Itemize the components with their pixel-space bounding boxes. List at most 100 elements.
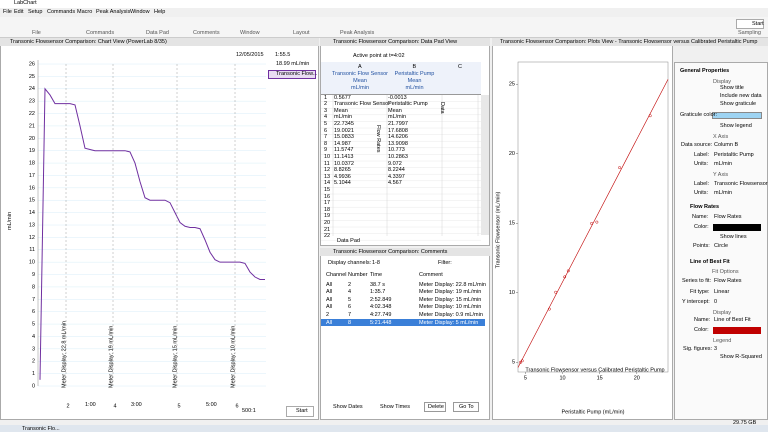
cell: All — [326, 289, 333, 296]
property: Flow Rates — [714, 278, 742, 284]
section-title: General Properties — [680, 68, 730, 74]
point — [648, 114, 652, 118]
app-title: LabChart — [14, 0, 37, 6]
comment-number: 6 — [235, 403, 238, 409]
row-number: 7 — [324, 134, 328, 141]
date: 12/05/2015 — [236, 52, 264, 58]
panel-header — [492, 38, 768, 46]
row-number: 21 — [324, 226, 331, 233]
property: Data source: — [681, 142, 713, 148]
property: mL/min — [714, 161, 733, 167]
row-number: 12 — [324, 167, 331, 174]
y-tick-label: 15 — [29, 198, 35, 204]
cell: 0.5677 — [334, 94, 351, 101]
point — [595, 220, 599, 224]
group-label: Y Axis — [713, 172, 729, 178]
panel-title: Transonic Flowsensor Comparison: Chart V… — [10, 39, 167, 45]
y-tick-label: 18 — [29, 161, 35, 167]
y-tick-label: 10 — [29, 260, 35, 266]
cell: 22.7345 — [334, 120, 354, 127]
property: Points: — [693, 243, 710, 249]
button-label: Go To — [459, 404, 474, 410]
y-tick-label: 13 — [29, 222, 35, 228]
cell: 4:02.348 — [370, 304, 392, 311]
property: Sig. figures: — [683, 346, 713, 352]
cell: 2 — [326, 311, 330, 318]
start-button[interactable] — [286, 406, 314, 417]
y-tick-label: 26 — [29, 61, 35, 67]
start-label: Start — [296, 408, 308, 414]
x-tick-label: 15 — [597, 375, 603, 381]
toolbar-group-label: Peak Analysis — [340, 30, 375, 36]
toolbar-group-label: Commands — [86, 30, 115, 36]
point — [563, 275, 567, 279]
property: Name: — [694, 317, 711, 323]
point — [519, 360, 522, 364]
group-label: Display — [713, 79, 732, 85]
menu-item: Help — [154, 9, 166, 15]
goto-button[interactable] — [453, 402, 479, 412]
property: Color: — [694, 224, 709, 230]
column-header: mL/min — [405, 85, 424, 91]
row-number: 14 — [324, 180, 331, 187]
cell: 4:27.749 — [370, 311, 392, 318]
comment-number: 5 — [177, 403, 180, 409]
row-number: 1 — [324, 94, 328, 101]
property: Line of Best Fit — [714, 317, 751, 323]
point — [520, 359, 524, 363]
start-label: Start — [752, 20, 764, 27]
graticule-color[interactable] — [712, 112, 762, 119]
start-button[interactable] — [736, 19, 764, 29]
scrollbar[interactable] — [481, 95, 489, 235]
point — [590, 221, 594, 225]
toolbar-group-label: Sampling — [738, 30, 761, 36]
cell: All — [326, 319, 333, 326]
property: Label: — [694, 152, 709, 158]
title-bar — [0, 0, 768, 8]
cell: mL/min — [334, 114, 353, 121]
column-header: Comment — [419, 272, 443, 278]
checkbox-label: Show Times — [380, 404, 410, 410]
property: Column B — [714, 142, 739, 148]
overlay-label: Data — [439, 102, 445, 114]
row-number: 19 — [324, 213, 331, 220]
y-tick-label: 21 — [29, 123, 35, 129]
property: Name: — [692, 214, 709, 220]
property: Circle — [714, 243, 729, 249]
y-tick-label: 14 — [29, 210, 35, 216]
cell: 17.6808 — [388, 127, 408, 134]
menu-item: Edit — [14, 9, 24, 15]
panel-header — [0, 38, 319, 46]
menu-item: Macro — [77, 9, 93, 15]
x-tick-label: 20 — [634, 375, 640, 381]
overlay-label: Flow Rates — [375, 125, 381, 153]
selected-row[interactable] — [321, 319, 485, 326]
delete-button[interactable] — [424, 402, 446, 412]
channel-box[interactable] — [268, 70, 316, 79]
column-letter: A — [358, 64, 362, 70]
cell: Transonic Flow Sensor — [334, 101, 391, 108]
property: Color: — [694, 327, 709, 333]
cell: Mean — [334, 107, 348, 114]
cell: 4.567 — [388, 180, 402, 187]
cell: Meter Display: 15 mL/min — [419, 296, 482, 303]
cell: 14.987 — [334, 140, 351, 147]
comments-panel — [320, 248, 490, 420]
column-header: Transonic Flow Sensor — [331, 71, 389, 77]
series-color[interactable] — [713, 224, 761, 231]
taskbar — [0, 425, 768, 432]
property: Units: — [694, 161, 709, 167]
cell: 10.2863 — [388, 153, 408, 160]
panel-title: Transonic Flowsensor Comparison: Plots V… — [500, 39, 758, 45]
cell: 5 — [348, 296, 352, 303]
toolbar-group-label: Data Pad — [146, 30, 169, 36]
time-label: 5:00 — [206, 402, 217, 408]
cell: All — [326, 304, 333, 311]
point — [618, 166, 622, 170]
cell: Meter Display: 19 mL/min — [419, 289, 482, 296]
y-tick-label: 16 — [29, 185, 35, 191]
y-tick-label: 10 — [509, 290, 515, 296]
fit-color[interactable] — [713, 327, 761, 334]
toolbar-group-label: Layout — [293, 30, 310, 36]
property: Fit type: — [690, 289, 710, 295]
